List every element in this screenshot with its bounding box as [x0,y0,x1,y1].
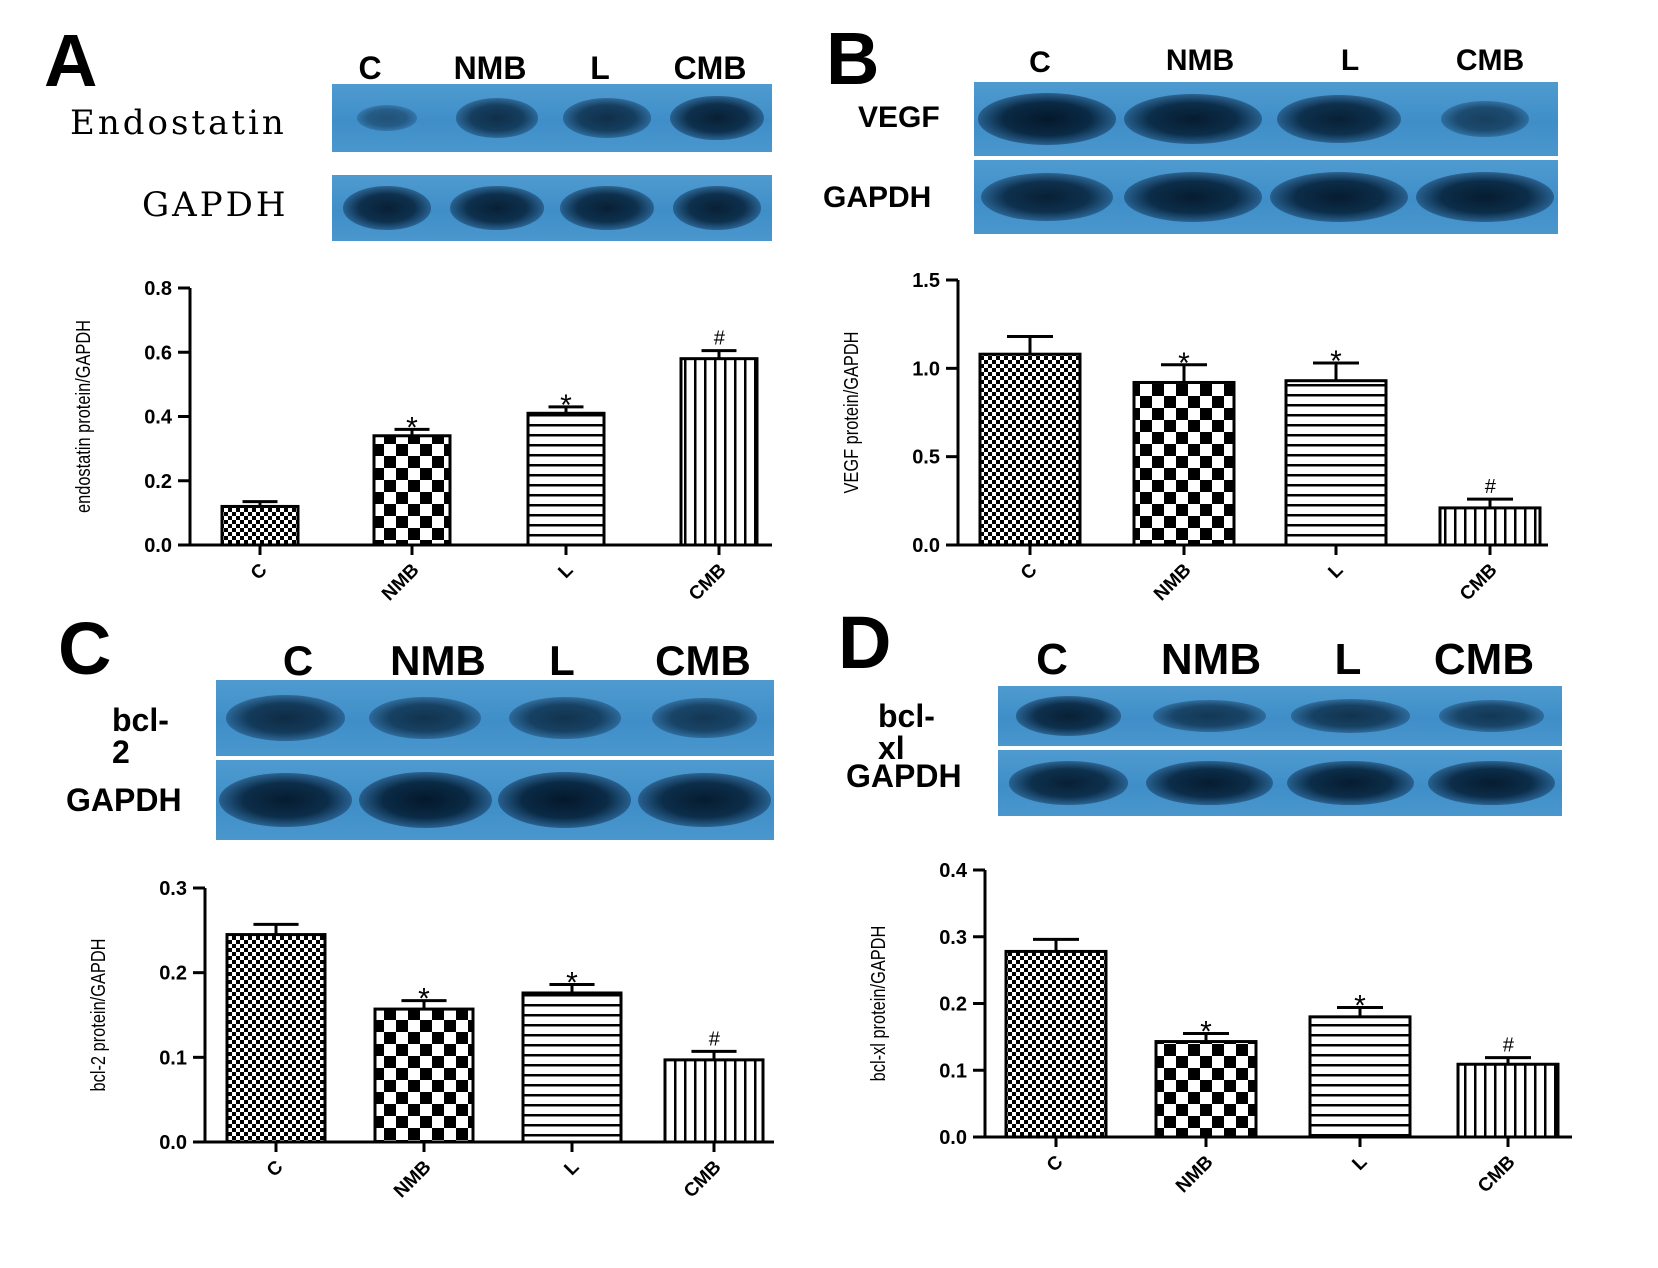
blot-band [1123,171,1263,223]
blot-band [1269,171,1409,223]
western-blot-endostatin [332,84,772,152]
blot-row-label: GAPDH [823,181,932,214]
y-tick-label: 0.8 [144,278,172,300]
blot-band [358,772,492,828]
blot-band [1415,171,1555,223]
y-tick-label: 0.6 [144,342,172,364]
blot-band [226,695,346,741]
x-tick-label: NMB [378,560,423,605]
x-tick-label: L [554,559,577,582]
blot-band [670,95,764,141]
western-blot-gapdh [216,760,774,840]
lane-label: NMB [1165,44,1235,77]
significance-marker: * [406,411,418,444]
blot-band [560,186,654,230]
blot-row-label: GAPDH [846,758,962,794]
blot-band [981,172,1113,222]
lane-label: L [549,637,575,684]
lane-label: CMB [655,637,751,684]
significance-marker: * [560,389,572,422]
x-tick-label: CMB [685,560,730,605]
blot-row-label: Endostatin [70,103,287,143]
lane-label: C [282,637,314,684]
blot-band [1153,700,1266,732]
blot-row-label: bcl-xl [878,698,935,766]
western-blot-vegf [974,82,1558,156]
blot-row-label: GAPDH [66,782,182,818]
panel-letter: D [838,601,892,684]
lane-label: L [590,50,610,86]
y-axis-label: endostatin protein/GAPDH [71,320,94,513]
lane-label: NMB [390,637,486,684]
lane-label: C [358,50,382,86]
blot-band [219,772,352,828]
blot-band [1276,94,1402,144]
bar [679,357,759,547]
bar [372,434,452,547]
y-tick-label: 0.0 [144,535,172,557]
bar [220,504,300,547]
blot-band [455,98,539,138]
lane-label: C [1029,46,1051,79]
lane-label: NMB [453,50,527,86]
western-blot-bcl-xl [998,686,1562,746]
western-blot-gapdh [998,750,1562,816]
bar [526,411,606,547]
blot-band [673,186,761,230]
significance-marker: # [713,328,725,350]
blot-band [1441,100,1529,138]
blot-band [1008,761,1129,805]
blot-band [1287,760,1414,806]
blot-band [1438,700,1545,732]
blot-band [508,696,621,739]
blot-band [563,98,651,138]
blot-band [343,186,431,230]
western-blot-gapdh [974,160,1558,234]
western-blot-bcl-2 [216,680,774,756]
blot-band [1015,696,1122,736]
lane-label: NMB [1160,635,1262,684]
blot-band [637,772,771,828]
blot-row-label: VEGF [858,101,940,134]
lane-label: C [1036,635,1068,684]
lane-label: CMB [1433,635,1535,684]
blot-row-label: bcl-2 [112,702,169,770]
blot-row-label: GAPDH [142,185,289,225]
y-tick-label: 0.2 [144,471,172,493]
blot-band [356,104,418,132]
panel-letter: B [826,17,880,100]
blot-band [651,697,757,739]
blot-band [1146,760,1273,806]
lane-label: CMB [1455,44,1525,77]
blot-band [1290,699,1411,733]
y-tick-label: 0.4 [144,407,173,429]
western-blot-gapdh [332,175,772,241]
blot-band [450,186,544,230]
blot-band [498,772,631,828]
panel-letter: C [58,607,112,690]
x-tick-label: C [247,559,272,584]
lane-label: CMB [673,50,747,86]
lane-label: L [1334,635,1362,684]
blot-band [1428,760,1555,806]
blot-band [369,696,482,739]
blot-band [977,93,1117,145]
blot-band [1123,93,1263,145]
lane-label: L [1340,44,1360,77]
panel-letter: A [44,19,98,102]
